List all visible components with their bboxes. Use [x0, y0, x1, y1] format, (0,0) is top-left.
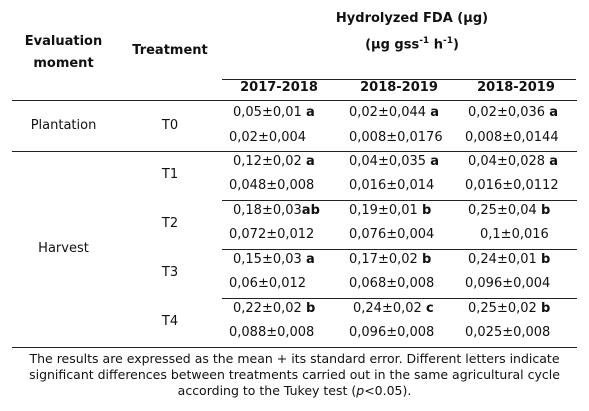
- year-header-3: 2018-2019: [477, 80, 555, 95]
- treatment-label-t2: T2: [161, 216, 179, 231]
- t1-mean-y1-letter: a: [305, 154, 315, 169]
- t0-second-y3: 0,008±0,0144: [465, 130, 559, 145]
- t3-mean-y2: 0,17±0,02 b: [349, 252, 431, 267]
- t3-mean-y1: 0,15±0,03 a: [233, 252, 315, 267]
- t2-second-y3: 0,1±0,016: [480, 227, 549, 242]
- t0-mean-y2-value: 0,02±0,044: [349, 105, 427, 120]
- t3-second-y2: 0,068±0,008: [349, 276, 435, 291]
- t4-second-y2: 0,096±0,008: [349, 325, 435, 340]
- t2-second-y2: 0,076±0,004: [349, 227, 435, 242]
- t1-mean-y3-value: 0,04±0,028: [468, 154, 546, 169]
- t3-second-y1: 0,06±0,012: [229, 276, 307, 291]
- t1-mean-y2: 0,04±0,035 a: [349, 154, 439, 169]
- t2-mean-y2-value: 0,19±0,01: [349, 203, 418, 218]
- footnote-line2: significant differences between treatmen…: [29, 367, 560, 382]
- t0-mean-y3: 0,02±0,036 a: [468, 105, 558, 120]
- measure-unit-sup2: -1: [442, 36, 453, 46]
- t0-second-y1: 0,02±0,004: [229, 130, 307, 145]
- t4-mean-y1-value: 0,22±0,02: [233, 301, 302, 316]
- treatment-header: Treatment: [132, 43, 208, 58]
- group-harvest: Harvest: [38, 241, 89, 256]
- t1-mean-y1-value: 0,12±0,02: [233, 154, 302, 169]
- t4-mean-y3-letter: b: [540, 301, 551, 316]
- t1-mean-y3-letter: a: [549, 154, 558, 169]
- t0-mean-y1-letter: a: [305, 105, 315, 120]
- t2-mean-y1-value: 0,18±0,03: [233, 203, 302, 218]
- group-plantation: Plantation: [30, 118, 97, 133]
- header-underline: [222, 79, 576, 80]
- treatment-label-t1: T1: [161, 167, 179, 182]
- t1-second-y1: 0,048±0,008: [229, 178, 315, 193]
- rule-after-plantation: [12, 151, 577, 152]
- t2-mean-y2: 0,19±0,01 b: [349, 203, 431, 218]
- measure-header: Hydrolyzed FDA (µg) (µg gss-1 h-1): [240, 8, 584, 56]
- treatment-label-t4: T4: [161, 314, 179, 329]
- t4-mean-y2-letter: c: [425, 301, 434, 316]
- t1-mean-y1: 0,12±0,02 a: [233, 154, 315, 169]
- t2-mean-y3-value: 0,25±0,04: [468, 203, 537, 218]
- t4-mean-y1-letter: b: [305, 301, 316, 316]
- t3-mean-y2-value: 0,17±0,02: [349, 252, 418, 267]
- t1-mean-y3: 0,04±0,028 a: [468, 154, 558, 169]
- t4-mean-y2: 0,24±0,02 c: [353, 301, 434, 316]
- t3-mean-y1-letter: a: [305, 252, 315, 267]
- measure-unit-b: h: [429, 37, 443, 53]
- t0-mean-y1: 0,05±0,01 a: [233, 105, 315, 120]
- t2-mean-y1: 0,18±0,03ab: [233, 203, 320, 218]
- t1-mean-y2-value: 0,04±0,035: [349, 154, 427, 169]
- t4-mean-y3: 0,25±0,02 b: [468, 301, 550, 316]
- t4-second-y1: 0,088±0,008: [229, 325, 315, 340]
- t0-mean-y3-value: 0,02±0,036: [468, 105, 546, 120]
- t4-second-y3: 0,025±0,008: [465, 325, 551, 340]
- t3-mean-y3: 0,24±0,01 b: [468, 252, 550, 267]
- evaluation-moment-header: Evaluation moment: [16, 31, 111, 75]
- t0-mean-y2-letter: a: [430, 105, 439, 120]
- footnote-line3-b: <0.05).: [364, 383, 412, 398]
- t2-second-y1: 0,072±0,012: [229, 227, 315, 242]
- t3-second-y3: 0,096±0,004: [465, 276, 551, 291]
- evaluation-moment-line2: moment: [33, 56, 94, 71]
- measure-unit-a: (µg gss: [365, 37, 420, 53]
- treatment-label-t0: T0: [161, 118, 179, 133]
- t1-second-y3: 0,016±0,0112: [465, 178, 559, 193]
- measure-line1: Hydrolyzed FDA (µg): [335, 11, 489, 26]
- measure-unit-sup1: -1: [419, 36, 430, 46]
- t3-mean-y3-letter: b: [540, 252, 551, 267]
- t0-second-y2: 0,008±0,0176: [349, 130, 443, 145]
- evaluation-moment-line1: Evaluation: [24, 34, 103, 49]
- t3-mean-y2-letter: b: [421, 252, 432, 267]
- t0-mean-y2: 0,02±0,044 a: [349, 105, 439, 120]
- footnote-line1: The results are expressed as the mean + …: [29, 351, 560, 366]
- rule-after-t3: [222, 298, 577, 299]
- t0-mean-y1-value: 0,05±0,01: [233, 105, 302, 120]
- t3-mean-y1-value: 0,15±0,03: [233, 252, 302, 267]
- t2-mean-y3: 0,25±0,04 b: [468, 203, 550, 218]
- t4-mean-y2-value: 0,24±0,02: [353, 301, 422, 316]
- t3-mean-y3-value: 0,24±0,01: [468, 252, 537, 267]
- t1-mean-y2-letter: a: [430, 154, 439, 169]
- table-footnote: The results are expressed as the mean + …: [0, 351, 589, 399]
- t1-second-y2: 0,016±0,014: [349, 178, 435, 193]
- table-bottom-rule: [12, 347, 577, 348]
- treatment-label-t3: T3: [161, 265, 179, 280]
- header-bottom-rule: [12, 100, 577, 101]
- footnote-line3: according to the Tukey test (p<0.05).: [0, 383, 589, 399]
- footnote-p-symbol: p: [356, 383, 365, 398]
- footnote-line3-a: according to the Tukey test (: [177, 383, 357, 398]
- rule-after-t2: [222, 249, 577, 250]
- rule-after-t1: [222, 200, 577, 201]
- year-header-2: 2018-2019: [360, 80, 438, 95]
- measure-unit-c: ): [452, 37, 459, 53]
- t2-mean-y2-letter: b: [421, 203, 432, 218]
- measure-line2: (µg gss-1 h-1): [240, 30, 584, 56]
- t0-mean-y3-letter: a: [549, 105, 558, 120]
- t2-mean-y3-letter: b: [540, 203, 551, 218]
- year-header-1: 2017-2018: [240, 80, 318, 95]
- t4-mean-y1: 0,22±0,02 b: [233, 301, 315, 316]
- t4-mean-y3-value: 0,25±0,02: [468, 301, 537, 316]
- t2-mean-y1-letter: ab: [301, 203, 320, 218]
